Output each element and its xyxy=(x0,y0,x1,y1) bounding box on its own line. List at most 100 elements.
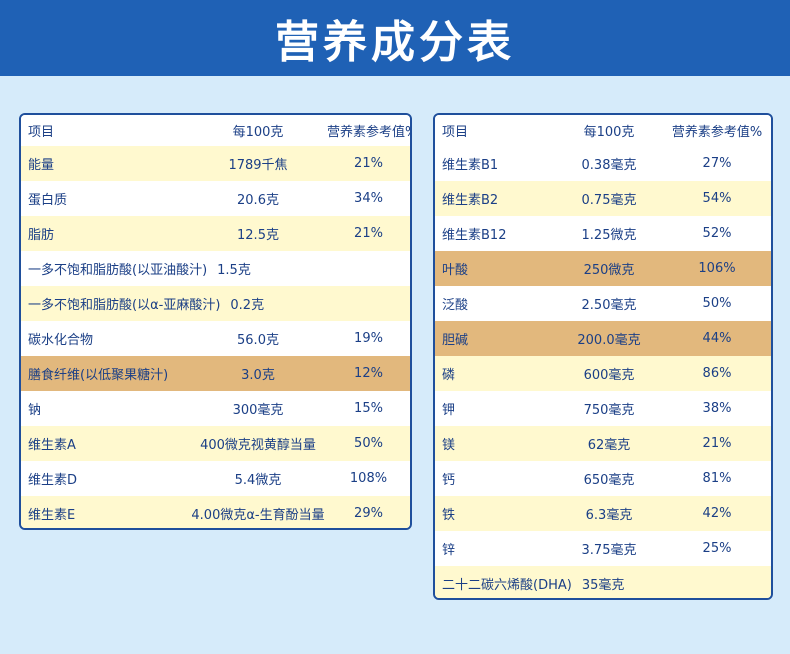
table-row: 一多不饱和脂肪酸(以亚油酸汁) 1.5克 xyxy=(21,251,410,286)
cell-item: 叶酸 xyxy=(442,263,469,278)
cell-per100: 12.5克 xyxy=(237,228,279,243)
cell-per100: 1789千焦 xyxy=(228,158,288,173)
cell-item: 能量 xyxy=(28,158,55,173)
header-per100: 每100克 xyxy=(583,125,635,140)
cell-item: 钠 xyxy=(28,403,42,418)
table-row: 维生素B12 1.25微克 52% xyxy=(435,216,771,251)
table-row: 维生素E 4.00微克α-生育酚当量 29% xyxy=(21,496,410,528)
table-row: 膳食纤维(以低聚果糖汁) 3.0克 12% xyxy=(21,356,410,391)
cell-nrv: 29% xyxy=(354,506,383,521)
cell-nrv: 27% xyxy=(702,156,732,171)
cell-nrv: 15% xyxy=(354,401,383,416)
cell-item: 胆碱 xyxy=(442,333,469,348)
cell-per100: 2.50毫克 xyxy=(581,298,637,313)
table-row: 维生素A 400微克视黄醇当量 50% xyxy=(21,426,410,461)
cell-nrv: 19% xyxy=(354,331,383,346)
cell-item: 膳食纤维(以低聚果糖汁) xyxy=(28,368,169,383)
cell-per100: 35毫克 xyxy=(581,578,625,593)
cell-nrv: 25% xyxy=(702,541,732,556)
page-title: 营养成分表 xyxy=(275,17,515,68)
table-row: 维生素B1 0.38毫克 27% xyxy=(435,146,771,181)
table-row: 二十二碳六烯酸(DHA) 35毫克 xyxy=(435,566,771,598)
cell-nrv: 52% xyxy=(702,226,732,241)
cell-per100: 200.0毫克 xyxy=(577,333,641,348)
cell-per100: 4.00微克α-生育酚当量 xyxy=(191,508,325,523)
cell-nrv: 12% xyxy=(354,366,383,381)
table-row: 一多不饱和脂肪酸(以α-亚麻酸汁) 0.2克 xyxy=(21,286,410,321)
cell-per100: 56.0克 xyxy=(237,333,279,348)
cell-nrv: 21% xyxy=(354,226,383,241)
table-row: 钙 650毫克 81% xyxy=(435,461,771,496)
table-row: 铁 6.3毫克 42% xyxy=(435,496,771,531)
cell-per100: 1.25微克 xyxy=(581,228,637,243)
table-row: 磷 600毫克 86% xyxy=(435,356,771,391)
table-row: 蛋白质 20.6克 34% xyxy=(21,181,410,216)
cell-item: 维生素B12 xyxy=(442,228,507,243)
header-nrv: 营养素参考值% xyxy=(327,125,412,140)
cell-per100: 750毫克 xyxy=(583,403,635,418)
table-row: 维生素B2 0.75毫克 54% xyxy=(435,181,771,216)
table-body: 能量 1789千焦 21% 蛋白质 20.6克 34% 脂肪 12.5克 21% 一多不饱和脂肪酸… xyxy=(21,146,410,528)
cell-per100: 0.38毫克 xyxy=(581,158,637,173)
cell-nrv: 108% xyxy=(349,471,388,486)
cell-per100: 300毫克 xyxy=(232,403,284,418)
cell-per100: 20.6克 xyxy=(237,193,279,208)
table-header-row: 项目 每100克 营养素参考值% xyxy=(435,115,771,146)
table-row: 锌 3.75毫克 25% xyxy=(435,531,771,566)
table-row: 叶酸 250微克 106% xyxy=(435,251,771,286)
table-row: 镁 62毫克 21% xyxy=(435,426,771,461)
nutrition-table-right: 项目 每100克 营养素参考值% 维生素B1 0.38毫克 27% 维生素B2 0.75… xyxy=(433,113,773,600)
table-row: 脂肪 12.5克 21% xyxy=(21,216,410,251)
header-item: 项目 xyxy=(442,125,469,140)
cell-item: 铁 xyxy=(442,508,456,523)
cell-per100: 650毫克 xyxy=(583,473,635,488)
cell-nrv: 21% xyxy=(702,436,732,451)
cell-item: 蛋白质 xyxy=(28,193,68,208)
cell-per100: 5.4微克 xyxy=(234,473,282,488)
table-row: 碳水化合物 56.0克 19% xyxy=(21,321,410,356)
title-banner: 营养成分表 xyxy=(0,0,790,76)
table-row: 泛酸 2.50毫克 50% xyxy=(435,286,771,321)
cell-per100: 400微克视黄醇当量 xyxy=(200,438,316,453)
cell-nrv: 38% xyxy=(702,401,732,416)
header-nrv: 营养素参考值% xyxy=(671,125,763,140)
cell-nrv: 42% xyxy=(702,506,732,521)
cell-item: 锌 xyxy=(442,543,456,558)
header-per100: 每100克 xyxy=(232,125,284,140)
cell-nrv: 44% xyxy=(702,331,732,346)
table-row: 维生素D 5.4微克 108% xyxy=(21,461,410,496)
cell-nrv: 34% xyxy=(354,191,383,206)
cell-item: 镁 xyxy=(442,438,456,453)
cell-item: 一多不饱和脂肪酸(以亚油酸汁) xyxy=(28,263,208,278)
table-row: 胆碱 200.0毫克 44% xyxy=(435,321,771,356)
cell-item: 一多不饱和脂肪酸(以α-亚麻酸汁) xyxy=(28,298,221,313)
table-header-row: 项目 每100克 营养素参考值% xyxy=(21,115,410,146)
cell-item: 钾 xyxy=(442,403,456,418)
cell-item: 维生素A xyxy=(28,438,76,453)
cell-per100: 0.2克 xyxy=(230,298,265,313)
header-item: 项目 xyxy=(28,125,55,140)
cell-per100: 0.75毫克 xyxy=(581,193,637,208)
cell-item: 维生素B1 xyxy=(442,158,499,173)
cell-per100: 62毫克 xyxy=(587,438,631,453)
cell-item: 二十二碳六烯酸(DHA) xyxy=(442,578,572,593)
cell-item: 维生素D xyxy=(28,473,78,488)
cell-nrv: 54% xyxy=(702,191,732,206)
cell-per100: 600毫克 xyxy=(583,368,635,383)
table-row: 钠 300毫克 15% xyxy=(21,391,410,426)
cell-per100: 3.75毫克 xyxy=(581,543,637,558)
table-row: 能量 1789千焦 21% xyxy=(21,146,410,181)
table-body: 维生素B1 0.38毫克 27% 维生素B2 0.75毫克 54% 维生素B12 1.25微克… xyxy=(435,146,771,598)
cell-item: 磷 xyxy=(442,368,456,383)
cell-nrv: 21% xyxy=(354,156,383,171)
cell-per100: 250微克 xyxy=(583,263,635,278)
cell-item: 泛酸 xyxy=(442,298,469,313)
cell-nrv: 50% xyxy=(702,296,732,311)
cell-nrv: 106% xyxy=(698,261,736,276)
nutrition-table-left: 项目 每100克 营养素参考值% 能量 1789千焦 21% 蛋白质 20.6克 34% 脂… xyxy=(19,113,412,530)
cell-per100: 1.5克 xyxy=(217,263,251,278)
cell-nrv: 86% xyxy=(702,366,732,381)
table-row: 钾 750毫克 38% xyxy=(435,391,771,426)
cell-nrv: 81% xyxy=(702,471,732,486)
cell-per100: 3.0克 xyxy=(241,368,275,383)
